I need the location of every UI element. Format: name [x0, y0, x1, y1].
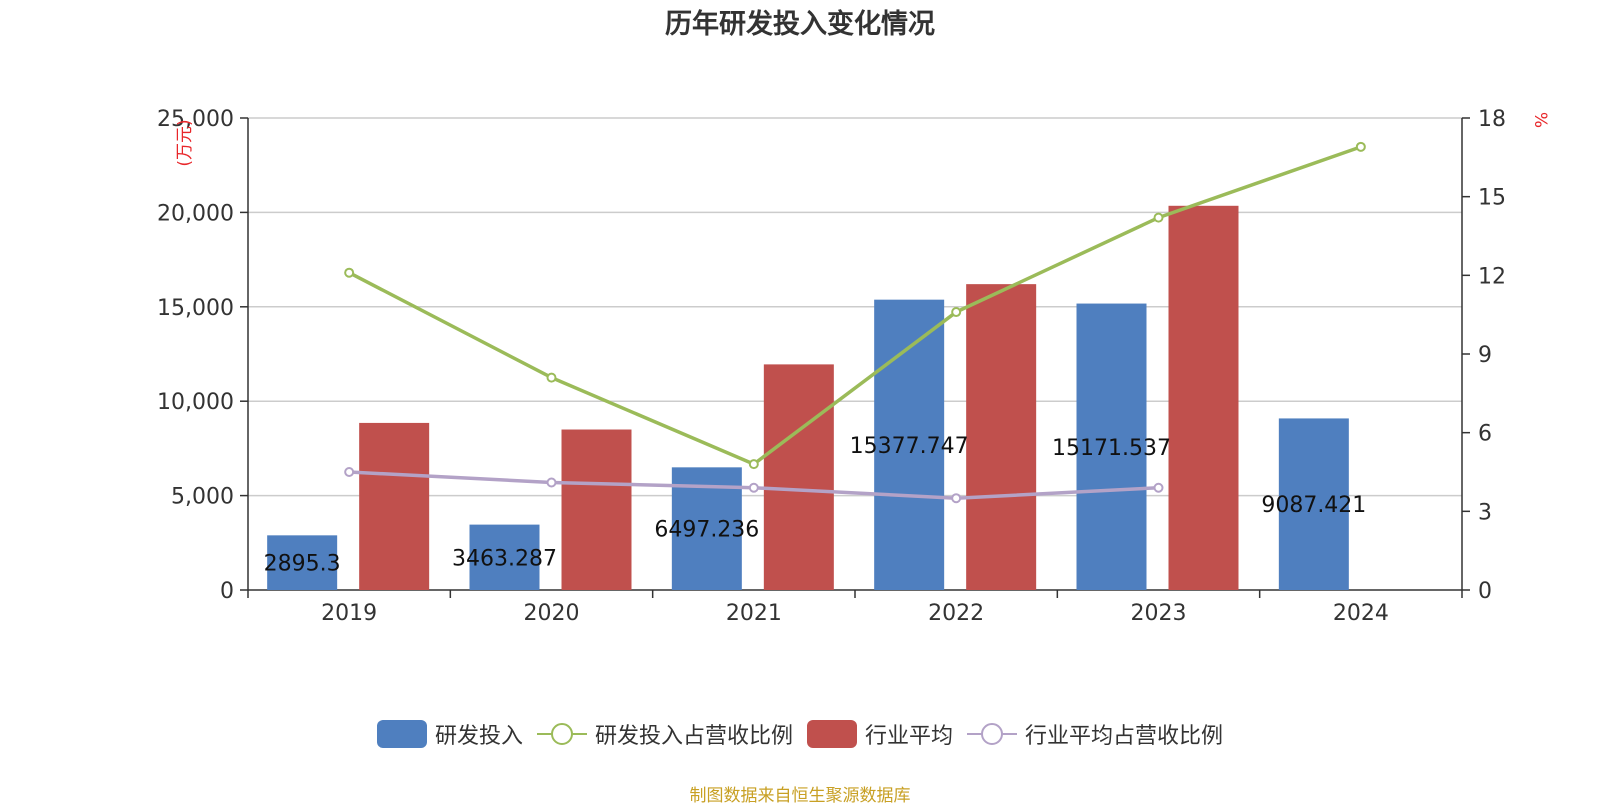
point-industry-ratio — [546, 477, 557, 488]
point-industry-ratio — [748, 482, 759, 493]
point-rd-ratio — [1153, 212, 1164, 223]
point-industry-ratio — [1153, 482, 1164, 493]
x-axis-tick-label: 2023 — [1131, 601, 1187, 626]
right-axis-tick-label: 18 — [1478, 107, 1506, 132]
bar-industry-average — [561, 429, 632, 590]
data-label-rd-investment: 15377.747 — [850, 434, 969, 459]
axes: 0 5,000 10,000 15,000 20,000 25,000 0 3 6 9 12 15 18… — [157, 107, 1550, 626]
bar-rd-investment — [1076, 303, 1147, 590]
bar-industry-average — [966, 284, 1037, 590]
legend-swatch-industry-average — [807, 720, 857, 748]
right-axis-tick-label: 3 — [1478, 500, 1492, 525]
data-label-rd-investment: 6497.236 — [654, 518, 759, 543]
right-axis-tick-label: 6 — [1478, 422, 1492, 447]
left-axis-tick-label: 20,000 — [157, 201, 234, 226]
right-axis-tick-label: 15 — [1478, 186, 1506, 211]
bar-industry-average — [1168, 205, 1239, 591]
legend-item-industry-average[interactable]: 行业平均 — [807, 718, 953, 750]
point-rd-ratio — [748, 459, 759, 470]
data-labels: 2895.3 3463.287 6497.236 15377.747 15171.537… — [264, 434, 1367, 577]
bar-industry-average — [359, 422, 430, 590]
right-axis-tick-label: 9 — [1478, 343, 1492, 368]
legend-item-rd-investment[interactable]: 研发投入 — [376, 718, 523, 750]
right-axis-unit: % — [1530, 112, 1550, 128]
lines — [344, 141, 1366, 504]
x-axis-tick-label: 2024 — [1333, 601, 1389, 626]
bars — [267, 205, 1349, 591]
bar-rd-investment — [267, 535, 338, 590]
legend-item-industry-ratio[interactable]: 行业平均占营收比例 — [967, 718, 1223, 750]
legend-item-rd-ratio[interactable]: 研发投入占营收比例 — [536, 718, 793, 750]
left-axis-tick-label: 0 — [220, 579, 234, 604]
legend: 研发投入 研发投入占营收比例 行业平均 行业平均占营收比例 — [0, 718, 1600, 750]
grid-lines — [248, 117, 1462, 497]
left-axis-tick-label: 5,000 — [171, 485, 234, 510]
chart-title: 历年研发投入变化情况 — [665, 9, 935, 40]
data-label-rd-investment: 3463.287 — [452, 546, 557, 571]
source-note: 制图数据来自恒生聚源数据库 — [689, 786, 911, 806]
right-axis-tick-label: 0 — [1478, 579, 1492, 604]
bar-industry-average — [763, 364, 834, 590]
data-label-rd-investment: 15171.537 — [1052, 436, 1171, 461]
legend-swatch-industry-ratio — [967, 723, 1018, 745]
line-rd-ratio — [348, 145, 1362, 467]
point-rd-ratio — [951, 307, 962, 318]
right-axis-tick-label: 12 — [1478, 264, 1506, 289]
left-axis-tick-label: 25,000 — [157, 107, 234, 132]
legend-swatch-rd-investment — [376, 720, 427, 748]
legend-label-industry-ratio: 行业平均占营收比例 — [1025, 724, 1224, 749]
legend-label-industry-average: 行业平均 — [865, 724, 954, 749]
x-axis-tick-label: 2020 — [524, 601, 580, 626]
left-axis-unit: (万元) — [175, 119, 195, 166]
legend-label-rd-investment: 研发投入 — [434, 724, 523, 749]
point-industry-ratio — [951, 493, 962, 504]
data-label-rd-investment: 2895.3 — [264, 552, 341, 577]
x-axis-tick-label: 2022 — [928, 601, 984, 626]
point-rd-ratio — [1355, 141, 1366, 152]
left-axis-tick-label: 15,000 — [157, 296, 234, 321]
point-rd-ratio — [344, 267, 355, 278]
data-label-rd-investment: 9087.421 — [1261, 493, 1366, 518]
x-axis-tick-label: 2021 — [726, 601, 782, 626]
x-axis-tick-label: 2019 — [321, 601, 377, 626]
point-rd-ratio — [546, 372, 557, 383]
bar-rd-investment — [1278, 418, 1349, 590]
legend-swatch-rd-ratio — [536, 723, 587, 745]
legend-label-rd-ratio: 研发投入占营收比例 — [594, 724, 793, 749]
point-industry-ratio — [344, 467, 355, 477]
bar-rd-investment — [469, 524, 540, 590]
left-axis-tick-label: 10,000 — [157, 390, 234, 415]
